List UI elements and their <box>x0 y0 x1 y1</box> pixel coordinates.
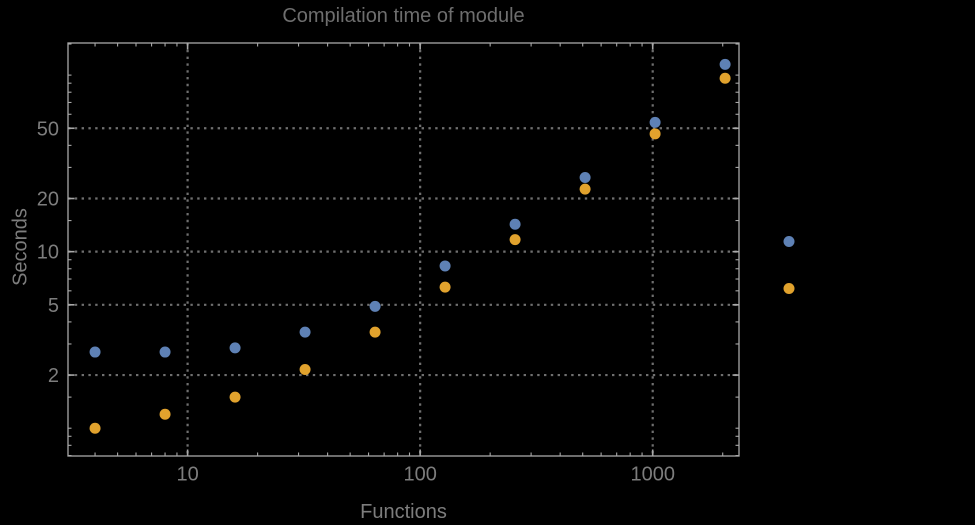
y-tick-label: 2 <box>48 365 59 387</box>
data-point-series-1 <box>509 218 521 230</box>
plot-frame <box>67 42 740 457</box>
data-point-series-2 <box>509 234 521 246</box>
y-tick-label: 20 <box>37 189 59 211</box>
x-tick-label: 10 <box>176 464 198 486</box>
legend-marker-series-2 <box>783 283 795 294</box>
chart-title: Compilation time of module <box>282 5 525 27</box>
data-point-series-1 <box>159 346 171 358</box>
data-point-series-1 <box>579 172 591 184</box>
data-point-series-2 <box>159 408 171 420</box>
data-point-series-2 <box>299 364 311 376</box>
data-point-series-2 <box>719 72 731 84</box>
data-point-series-2 <box>439 281 451 293</box>
y-tick-label: 5 <box>48 295 59 317</box>
y-tick-label: 10 <box>37 242 59 264</box>
data-point-series-1 <box>229 342 241 354</box>
data-point-series-1 <box>649 116 661 128</box>
data-point-series-2 <box>89 422 101 434</box>
y-tick-label: 50 <box>37 118 59 140</box>
y-axis-label: Seconds <box>9 208 32 286</box>
data-point-series-1 <box>439 260 451 272</box>
data-point-series-2 <box>579 183 591 195</box>
data-point-series-2 <box>649 128 661 140</box>
data-point-series-1 <box>369 300 381 312</box>
data-point-series-1 <box>299 326 311 338</box>
x-axis-label: Functions <box>360 501 447 523</box>
x-tick-label: 1000 <box>630 464 675 486</box>
data-point-series-1 <box>719 58 731 70</box>
legend-marker-series-1 <box>783 236 795 247</box>
x-tick-label: 100 <box>403 464 436 486</box>
data-point-series-1 <box>89 346 101 358</box>
data-point-series-2 <box>369 326 381 338</box>
data-point-series-2 <box>229 391 241 403</box>
